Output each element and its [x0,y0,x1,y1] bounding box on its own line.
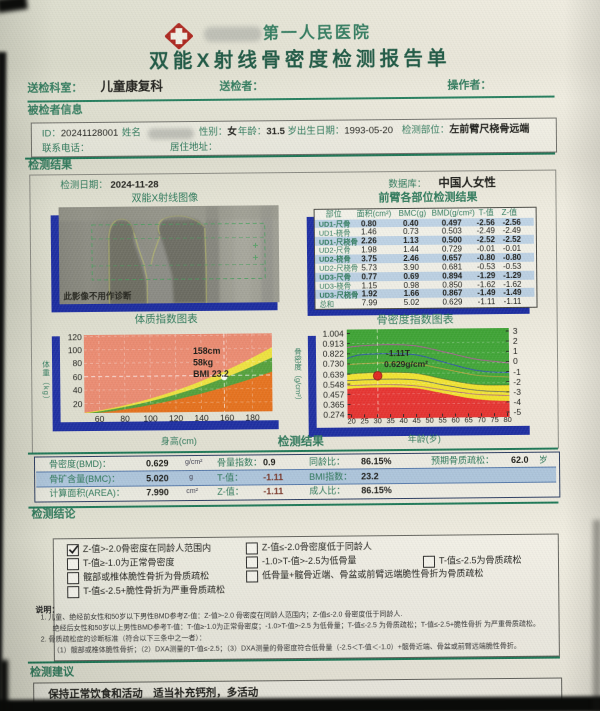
svg-text:-1.11T: -1.11T [386,348,411,358]
svg-text:0.629g/cm²: 0.629g/cm² [384,359,428,369]
svg-text:158cm: 158cm [193,346,221,356]
svg-text:BMI 23.2: BMI 23.2 [193,369,229,379]
svg-text:此影像不用作诊断: 此影像不用作诊断 [63,291,132,302]
svg-text:58kg: 58kg [193,357,213,367]
